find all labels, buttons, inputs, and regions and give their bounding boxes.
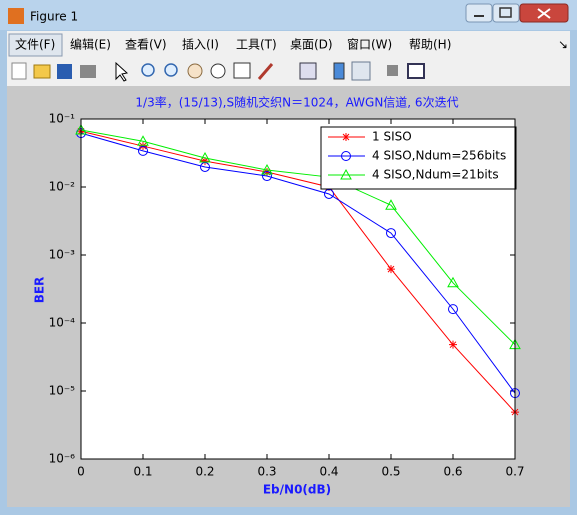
legend-label: 1 SISO — [372, 130, 412, 144]
toolbar — [11, 61, 425, 82]
y-tick-label: 10⁻⁶ — [49, 452, 76, 466]
marker — [263, 168, 271, 177]
tool-colorbar[interactable] — [333, 62, 345, 80]
tool-zoom-out[interactable] — [164, 63, 178, 77]
marker — [448, 304, 459, 315]
marker — [199, 151, 211, 163]
y-tick-label: 10⁻⁵ — [49, 384, 76, 398]
menu-item[interactable]: 编辑(E) — [70, 37, 111, 52]
y-tick-label: 10⁻¹ — [49, 112, 76, 126]
menu-bar: 文件(F) 编辑(E) 查看(V) 插入(I) 工具(T) 桌面(D) 窗口(W) 帮助(H) — [8, 33, 451, 57]
series-line — [80, 130, 516, 413]
marker — [386, 228, 397, 239]
tool-save[interactable] — [57, 64, 72, 79]
maximize-button[interactable] — [492, 3, 520, 23]
window-title: Figure 1 — [30, 10, 78, 24]
menu-item[interactable]: 工具(T) — [236, 38, 277, 52]
menu-selected — [8, 33, 63, 57]
legend-marker — [340, 168, 352, 180]
menu-item[interactable]: 查看(V) — [125, 38, 167, 52]
marker — [137, 135, 149, 146]
x-tick-label: 0.4 — [319, 465, 338, 479]
x-tick-label: 0.2 — [195, 465, 214, 479]
x-tick-label: 0.5 — [381, 465, 400, 479]
tool-zoom-in[interactable] — [141, 63, 155, 77]
legend-label: 4 SISO,Ndum=21bits — [372, 168, 499, 182]
x-tick-label: 0 — [77, 465, 85, 479]
x-tick-label: 0.7 — [505, 465, 524, 479]
tool-open[interactable] — [33, 64, 51, 79]
marker — [324, 188, 335, 199]
x-tick-label: 0.3 — [257, 465, 276, 479]
y-tick-label: 10⁻⁴ — [49, 316, 76, 330]
x-tick-label: 0.1 — [133, 465, 152, 479]
close-glyph — [537, 8, 551, 19]
maximize-glyph — [499, 7, 512, 18]
legend-marker — [342, 133, 350, 141]
tool-hide[interactable] — [387, 65, 398, 76]
menu-item[interactable]: 插入(I) — [182, 38, 219, 52]
marker — [200, 161, 211, 172]
marker — [262, 171, 273, 182]
y-tick-label: 10⁻³ — [49, 248, 76, 262]
menu-item[interactable]: 帮助(H) — [409, 38, 451, 52]
marker — [138, 145, 149, 156]
x-axis-label: Eb/N0(dB) — [263, 483, 331, 497]
marker — [447, 276, 459, 288]
y-tick-label: 10⁻² — [49, 180, 76, 194]
series-line — [80, 129, 516, 346]
tool-link[interactable] — [299, 62, 317, 80]
menu-item[interactable]: 文件(F) — [15, 37, 55, 52]
marker — [510, 388, 521, 399]
app-icon — [8, 8, 24, 24]
legend-marker — [341, 151, 352, 161]
tool-pointer[interactable] — [115, 61, 129, 82]
tool-datacursor[interactable] — [233, 62, 251, 79]
marker — [449, 340, 457, 349]
marker — [385, 199, 397, 210]
tool-new[interactable] — [11, 62, 27, 80]
tool-brush[interactable] — [257, 63, 274, 80]
chart-title: 1/3率，(15/13),S随机交织N＝1024，AWGN信道, 6次迭代 — [135, 95, 458, 110]
menu-item[interactable]: 窗口(W) — [347, 38, 392, 52]
marker — [201, 157, 209, 166]
tool-rotate[interactable] — [210, 63, 226, 79]
menu-item[interactable]: 桌面(D) — [290, 38, 333, 52]
tool-pan[interactable] — [187, 63, 203, 79]
tool-show[interactable] — [407, 63, 425, 79]
tool-legend[interactable] — [351, 61, 371, 81]
series-line — [80, 132, 516, 394]
menu-chevron[interactable]: ↘ — [558, 38, 568, 52]
tool-print[interactable] — [80, 65, 96, 78]
axes-box — [80, 118, 516, 460]
x-tick-label: 0.6 — [443, 465, 462, 479]
y-axis-label: BER — [33, 277, 47, 304]
marker — [387, 265, 395, 274]
marker — [261, 163, 273, 175]
legend-label: 4 SISO,Ndum=256bits — [372, 149, 506, 163]
minimize-button[interactable] — [465, 3, 493, 23]
